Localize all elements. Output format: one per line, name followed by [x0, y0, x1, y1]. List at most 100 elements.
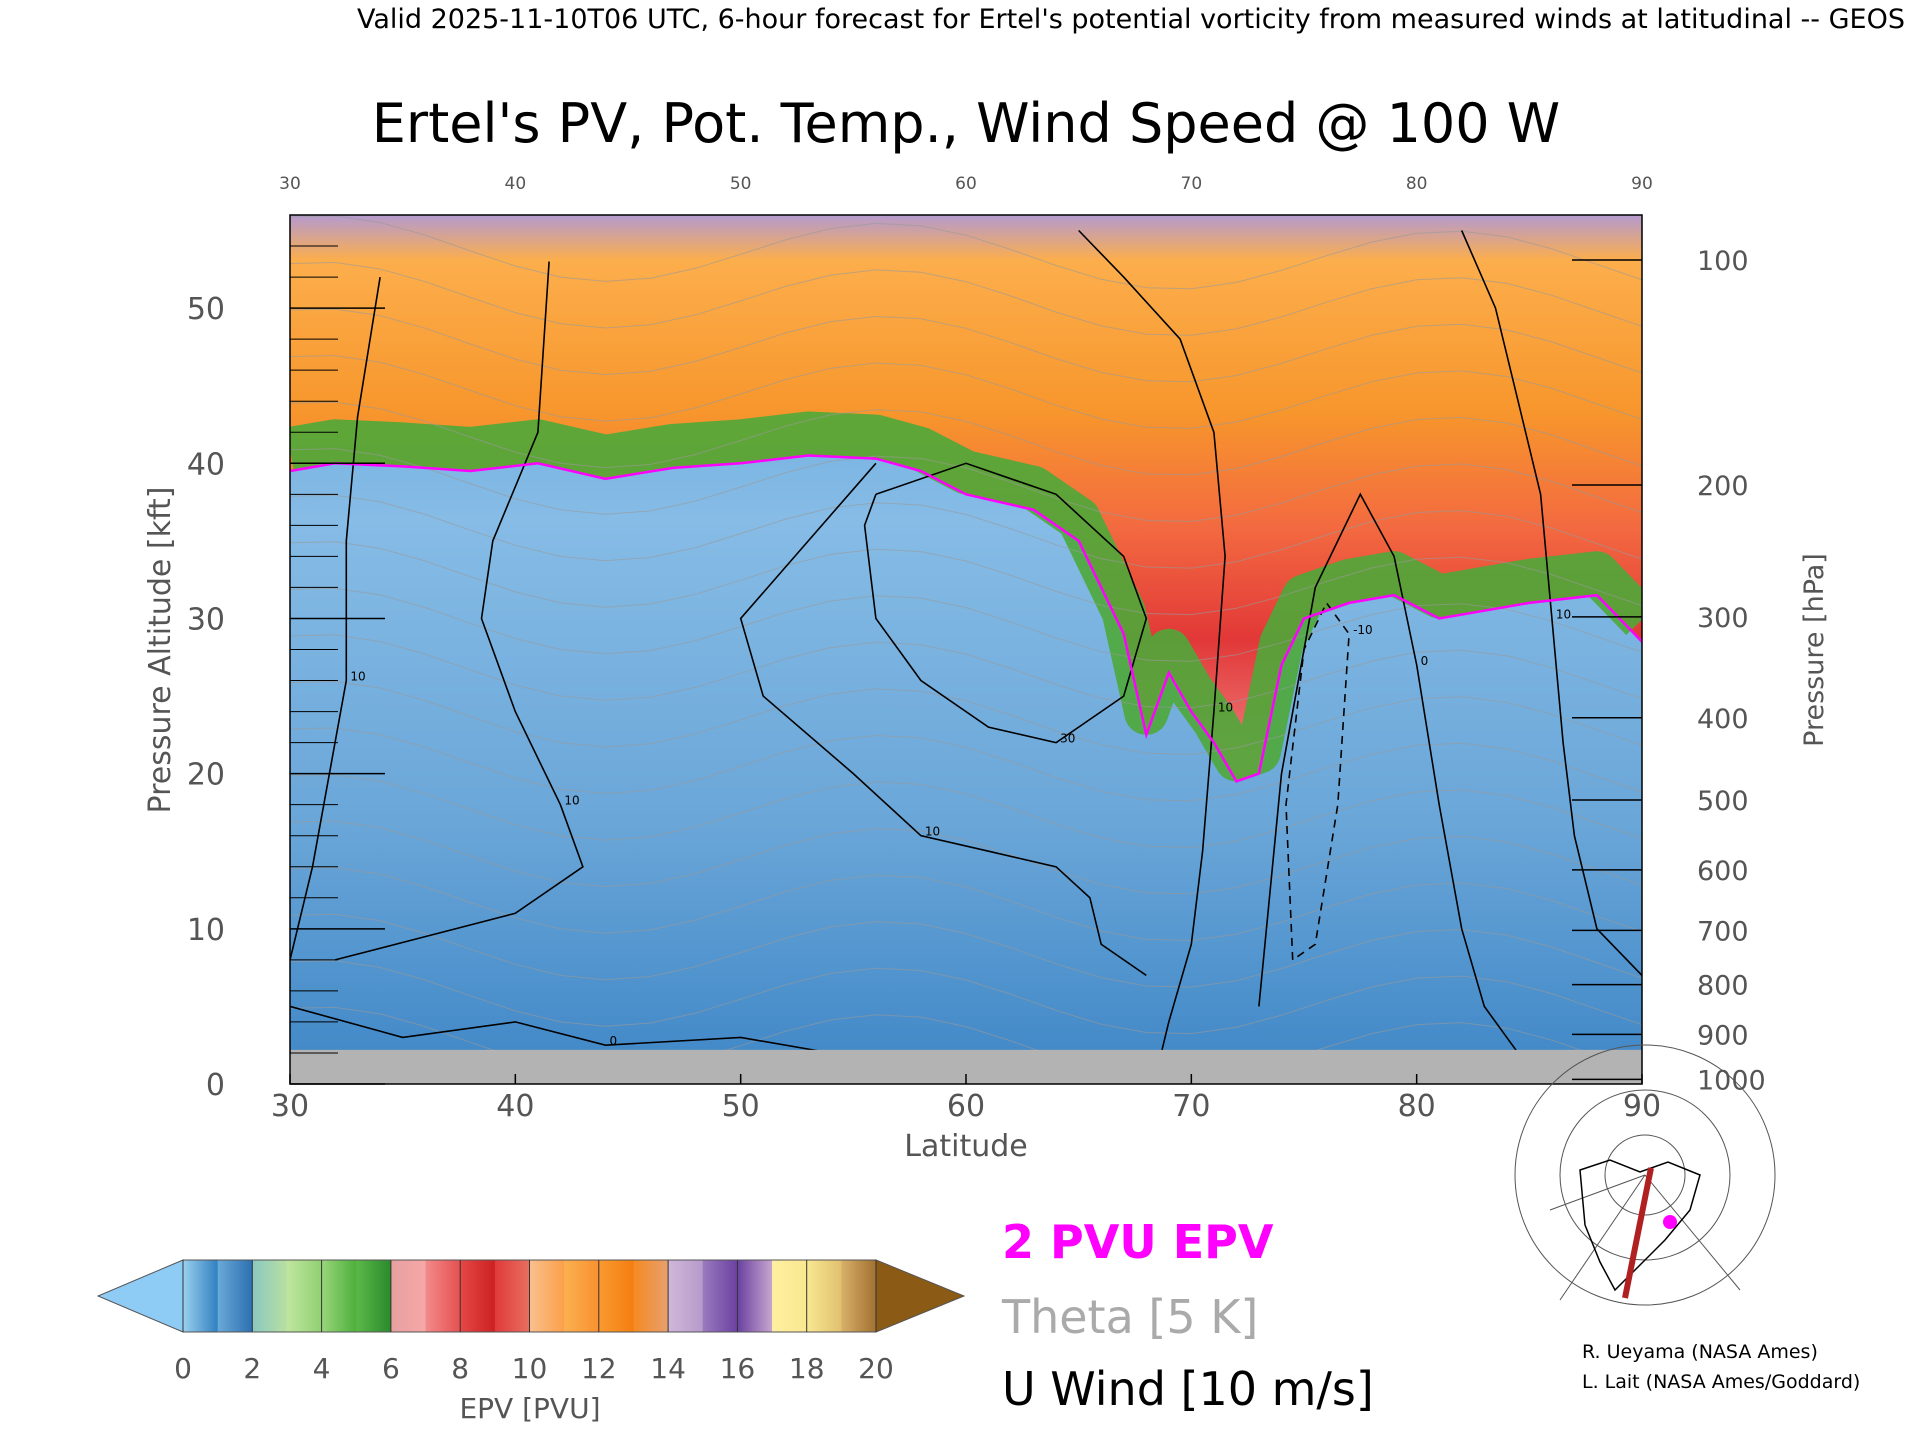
- colorbar-tick-label: 18: [789, 1352, 825, 1385]
- colorbar-segment: [772, 1260, 808, 1332]
- x-tick-label: 80: [1398, 1089, 1436, 1124]
- colorbar-segment: [529, 1260, 565, 1332]
- y-axis-label-right: Pressure [hPa]: [1799, 553, 1830, 747]
- theta-isentrope: [290, 355, 1642, 429]
- theta-isentrope: [290, 774, 1642, 848]
- colorbar-tick-label: 8: [451, 1352, 469, 1385]
- colorbar-segment: [494, 1260, 530, 1332]
- wind-contour: [1078, 229, 1226, 1069]
- chart-header: Valid 2025-11-10T06 UTC, 6-hour forecast…: [357, 4, 1905, 35]
- x-tick-label: 50: [722, 1089, 760, 1124]
- credit-line-2: L. Lait (NASA Ames/Goddard): [1582, 1371, 1860, 1393]
- y-tick-label: 30: [187, 602, 225, 637]
- wind-contour-label: 0: [1421, 654, 1429, 668]
- colorbar-tick-label: 16: [720, 1352, 756, 1385]
- legend-entry: 2 PVU EPV: [1002, 1215, 1274, 1269]
- x-top-tick-label: 60: [955, 174, 977, 194]
- wind-contour: [290, 276, 381, 961]
- colorbar-segment: [598, 1260, 634, 1332]
- wind-contour: [739, 462, 1147, 977]
- x-tick-label: 70: [1172, 1089, 1210, 1124]
- colorbar-tick-label: 14: [650, 1352, 686, 1385]
- x-tick-label: 40: [496, 1089, 534, 1124]
- colorbar-label: EPV [PVU]: [459, 1392, 600, 1425]
- theta-isentrope: [290, 308, 1642, 383]
- wind-contour-label: 0: [609, 1034, 617, 1048]
- x-top-tick-label: 80: [1406, 174, 1428, 194]
- colorbar-segment: [841, 1260, 877, 1332]
- x-top-tick-label: 30: [279, 174, 301, 194]
- colorbar-segment: [425, 1260, 461, 1332]
- plot-area: 10 10 10 10 10 30 0 0 -10: [290, 215, 1642, 1084]
- legend: 2 PVU EPV Theta [5 K] U Wind [10 m/s]: [1001, 1215, 1374, 1416]
- colorbar-tick-label: 6: [382, 1352, 400, 1385]
- colorbar-segment: [252, 1260, 288, 1332]
- y-tick-label: 0: [206, 1068, 225, 1103]
- legend-entry: U Wind [10 m/s]: [1002, 1362, 1374, 1416]
- colorbar-segment: [737, 1260, 773, 1332]
- colorbar-under-arrow: [96, 1259, 184, 1333]
- wind-contour-label: 10: [564, 794, 579, 808]
- x-top-tick-label: 70: [1181, 174, 1203, 194]
- pressure-tick-label: 200: [1697, 471, 1749, 502]
- colorbar-over-arrow: [875, 1259, 966, 1333]
- theta-isentrope: [290, 541, 1642, 616]
- theta-isentrope: [290, 960, 1642, 1035]
- colorbar-segment: [633, 1260, 669, 1332]
- theta-isentrope: [290, 401, 1642, 476]
- wind-contour: [1460, 230, 1642, 976]
- colorbar: 0 2 4 6 8 10 12 14 16 18 20: [96, 1259, 966, 1385]
- theta-isentrope: [290, 215, 1642, 290]
- tropopause-green-band: [290, 411, 1642, 782]
- colorbar-segment: [390, 1260, 427, 1332]
- wind-contour-label: 10: [925, 825, 940, 839]
- x-tick-label: 90: [1623, 1089, 1661, 1124]
- x-top-tick-label: 90: [1631, 174, 1653, 194]
- theta-isentrope: [290, 727, 1642, 802]
- colorbar-segment: [321, 1260, 357, 1332]
- pvu-2-contour: [290, 454, 1642, 783]
- pressure-tick-label: 600: [1697, 856, 1749, 887]
- x-top-tick-label: 40: [505, 174, 527, 194]
- theta-isentrope: [290, 634, 1642, 709]
- colorbar-segment: [183, 1260, 219, 1332]
- theta-isentrope: [290, 448, 1642, 523]
- pressure-tick-label: 1000: [1697, 1065, 1766, 1096]
- wind-contour: [1285, 601, 1350, 961]
- theta-isentrope: [290, 261, 1642, 336]
- chart-title: Ertel's PV, Pot. Temp., Wind Speed @ 100…: [372, 92, 1560, 155]
- pressure-tick-label: 900: [1697, 1020, 1749, 1051]
- pressure-tick-label: 500: [1697, 786, 1749, 817]
- pressure-tick-label: 100: [1697, 246, 1749, 277]
- axes-group: 3030404050506060707080809090010203040501…: [187, 174, 1766, 1124]
- x-axis-label: Latitude: [904, 1129, 1027, 1164]
- wind-contour: [334, 261, 584, 961]
- colorbar-tick-label: 2: [243, 1352, 261, 1385]
- theta-isentrope: [290, 494, 1642, 569]
- colorbar-segment: [217, 1260, 253, 1332]
- colorbar-tick-label: 12: [581, 1352, 617, 1385]
- legend-entry: Theta [5 K]: [1001, 1290, 1258, 1344]
- colorbar-segment: [668, 1260, 704, 1332]
- y-axis-label: Pressure Altitude [kft]: [143, 487, 178, 814]
- colorbar-segment: [564, 1260, 600, 1332]
- wind-contour: [290, 1005, 831, 1054]
- x-tick-label: 60: [947, 1089, 985, 1124]
- colorbar-tick-label: 10: [512, 1352, 548, 1385]
- theta-isentrope: [290, 913, 1642, 988]
- pressure-tick-label: 700: [1697, 916, 1749, 947]
- pressure-tick-label: 400: [1697, 704, 1749, 735]
- colorbar-segment: [286, 1260, 323, 1332]
- y-tick-label: 40: [187, 447, 225, 482]
- y-tick-label: 50: [187, 292, 225, 327]
- y-tick-label: 10: [187, 913, 225, 948]
- theta-isentrope: [290, 680, 1642, 755]
- colorbar-tick-label: 0: [174, 1352, 192, 1385]
- pressure-tick-label: 800: [1697, 971, 1749, 1002]
- wind-contour-label: 10: [1218, 701, 1233, 715]
- colorbar-tick-label: 4: [313, 1352, 331, 1385]
- wind-contour: [1258, 492, 1530, 1069]
- inset-locator-map: [1514, 1044, 1776, 1306]
- y-tick-label: 20: [187, 758, 225, 793]
